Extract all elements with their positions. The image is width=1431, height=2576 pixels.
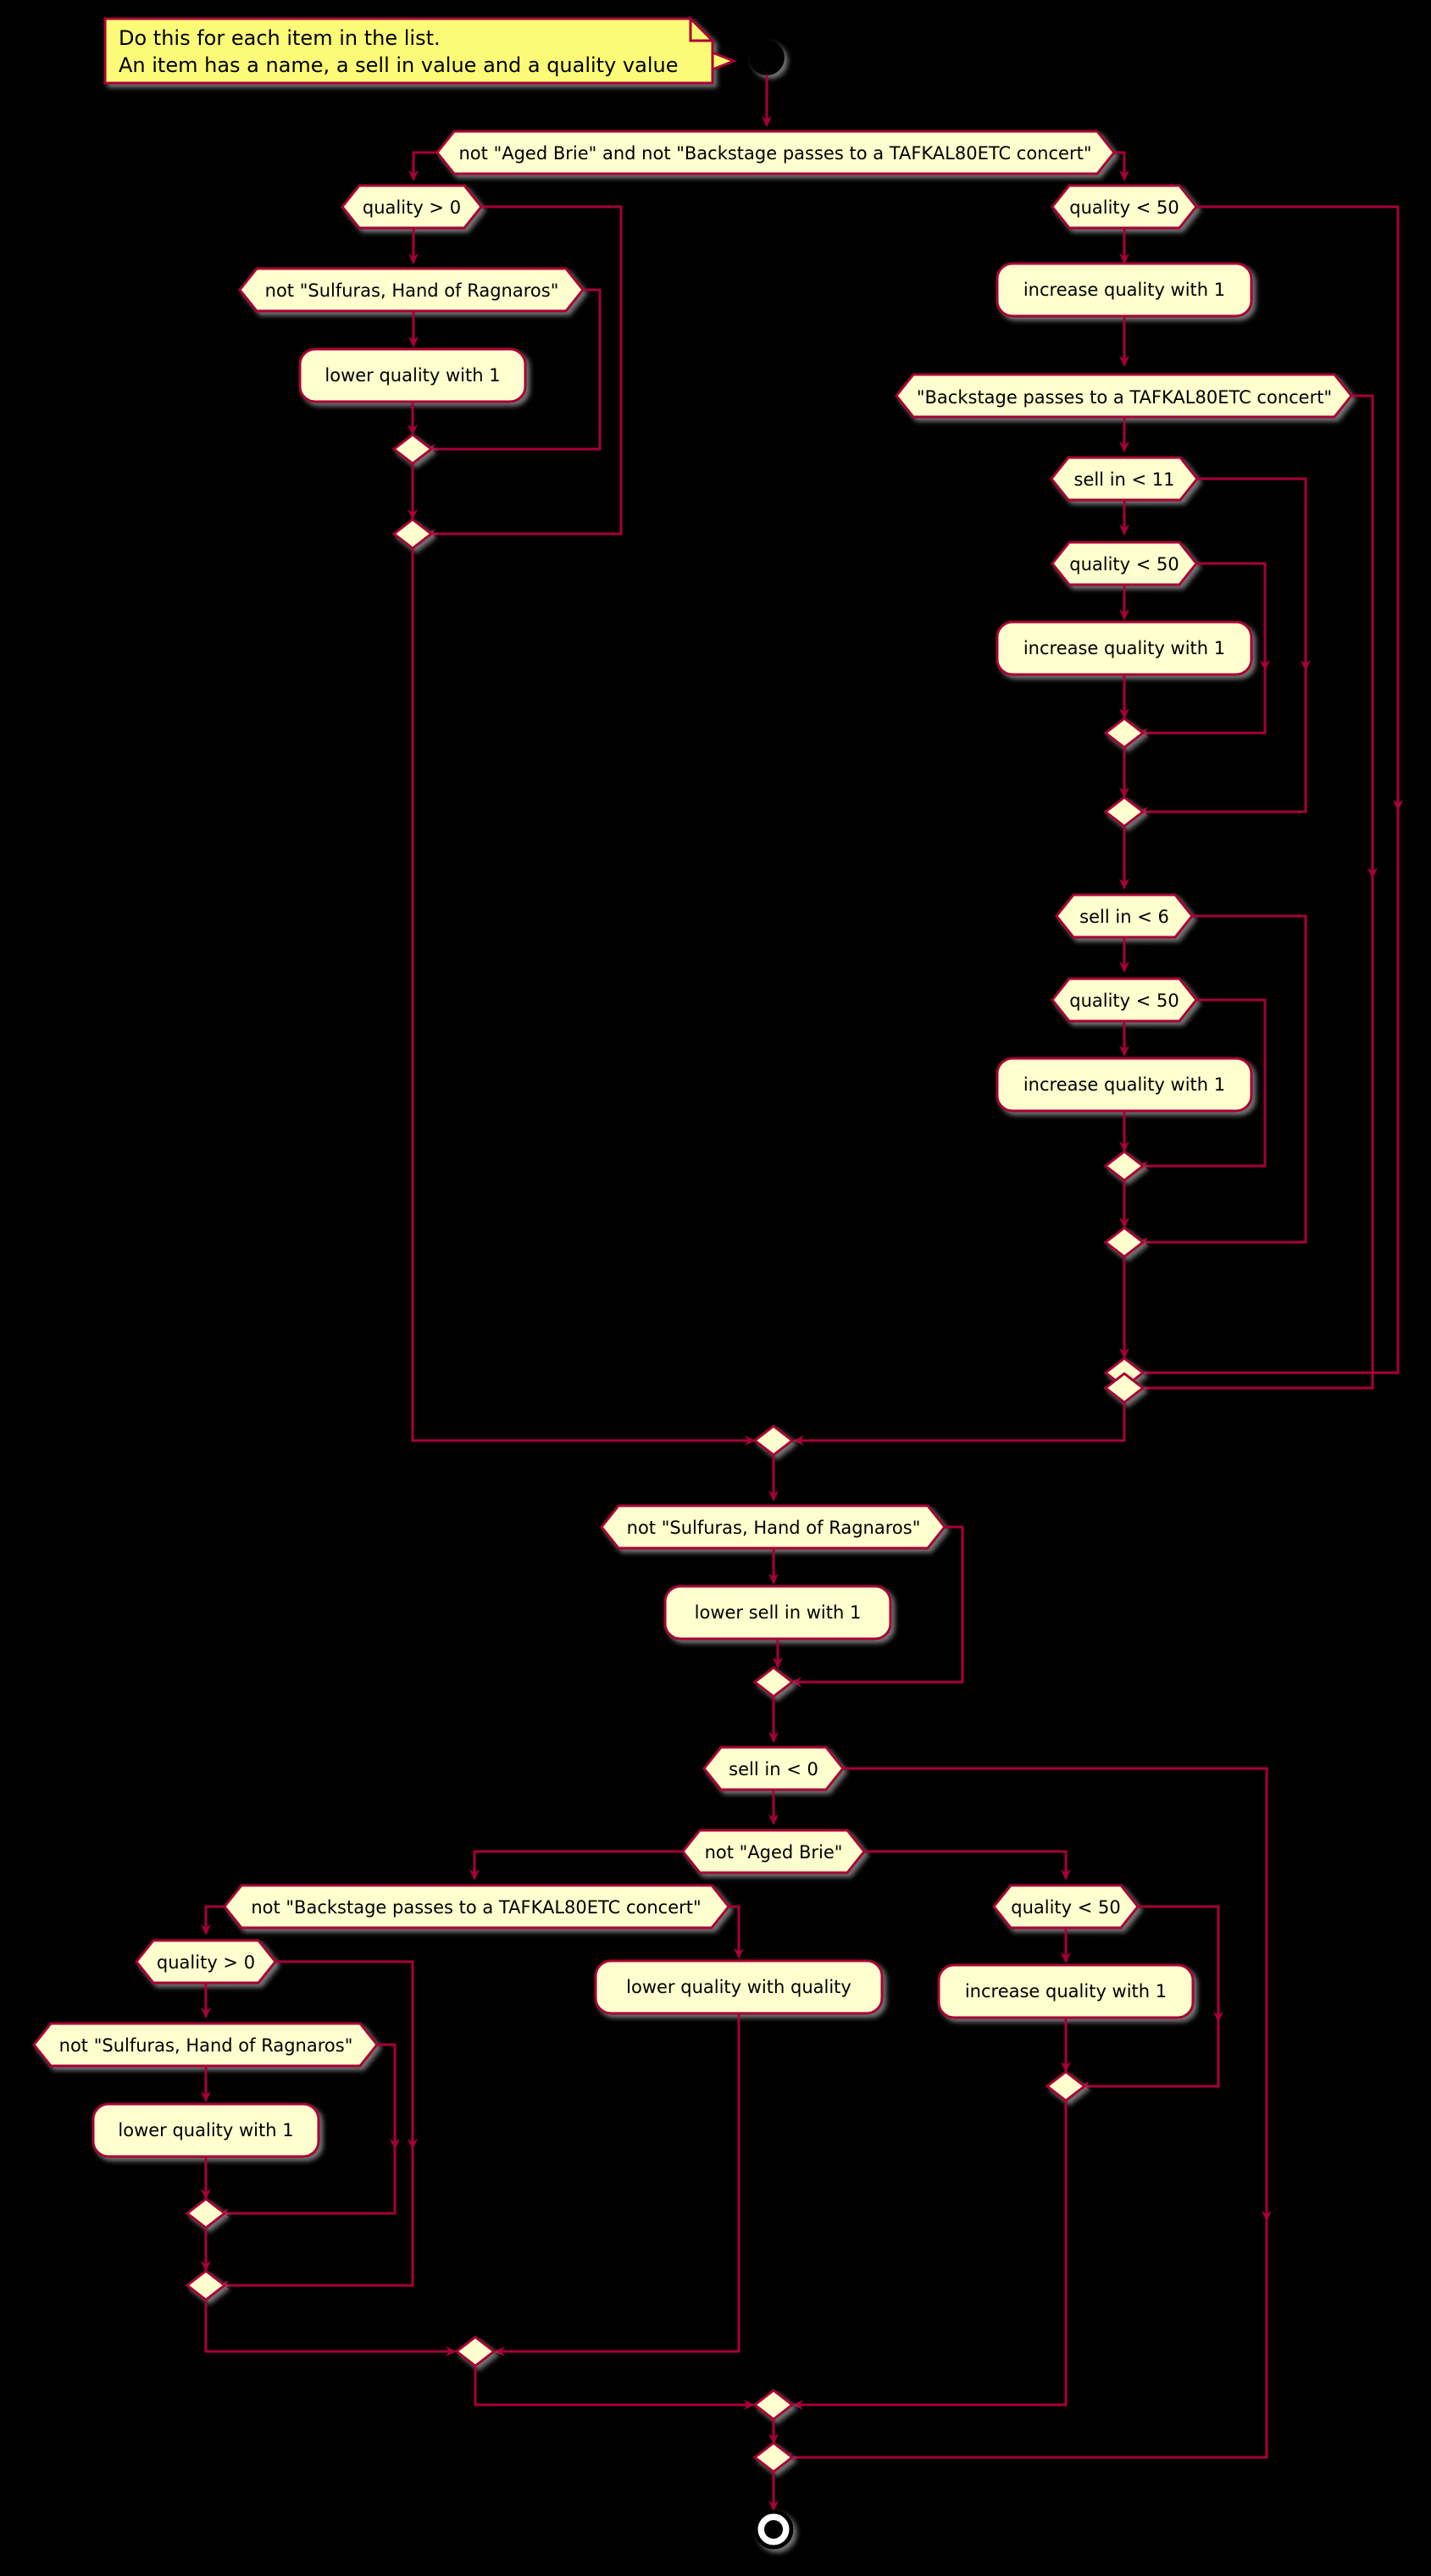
act-lower-sell-in-1-label: lower sell in with 1 bbox=[695, 1602, 862, 1623]
branch-label-yes-3: yes bbox=[1130, 232, 1152, 247]
cond-not-sulfuras-a bbox=[238, 267, 585, 313]
edge-sulfb-no bbox=[790, 1525, 964, 1687]
cond-not-aged-brie-label: not "Aged Brie" bbox=[705, 1842, 843, 1863]
cond-quality-lt50-c-label: quality < 50 bbox=[1069, 991, 1179, 1011]
act-lower-quality-1-b-label: lower quality with 1 bbox=[118, 2120, 293, 2140]
loop-note-line1: Do this for each item in the list. bbox=[119, 26, 441, 50]
cond-quality-lt50-b-label: quality < 50 bbox=[1069, 554, 1179, 575]
cond-not-aged-not-backstage-label: not "Aged Brie" and not "Backstage passe… bbox=[459, 143, 1092, 164]
edge-left-trunk-to-bigmerge bbox=[411, 548, 756, 1446]
edge-root-left bbox=[408, 151, 437, 181]
branch-label-yes-8: yes bbox=[1130, 1024, 1152, 1040]
cond-backstage-label: "Backstage passes to a TAFKAL80ETC conce… bbox=[917, 387, 1332, 408]
branch-label-yes-12: yes bbox=[212, 2070, 234, 2085]
cond-backstage bbox=[895, 373, 1353, 419]
act-increase-quality-1-b-label: increase quality with 1 bbox=[1023, 638, 1225, 658]
cond-quality-gt0-a-label: quality > 0 bbox=[363, 197, 461, 218]
cond-quality-lt50-a-label: quality < 50 bbox=[1069, 197, 1179, 218]
cond-quality-gt0-a bbox=[341, 184, 483, 230]
end-node bbox=[753, 2509, 794, 2550]
edge-mbm-down bbox=[474, 2366, 755, 2410]
cond-quality-lt50-c bbox=[1051, 977, 1198, 1023]
branch-label-yes-1: yes bbox=[418, 232, 440, 247]
note-anchor bbox=[711, 50, 738, 72]
edge-notbackstage-yes bbox=[201, 1905, 225, 1935]
edge-aged-brie-yes bbox=[469, 1850, 683, 1880]
act-increase-quality-1-a-label: increase quality with 1 bbox=[1023, 280, 1225, 300]
cond-sell-in-lt0 bbox=[702, 1746, 845, 1791]
edge-root-right bbox=[1114, 151, 1129, 181]
cond-not-sulfuras-b bbox=[600, 1504, 946, 1550]
act-lower-quality-1-a-label: lower quality with 1 bbox=[324, 365, 500, 386]
cond-quality-lt50-b bbox=[1051, 541, 1198, 586]
cond-not-sulfuras-b-label: not "Sulfuras, Hand of Ragnaros" bbox=[627, 1518, 921, 1538]
act-lower-quality-quality-label: lower quality with quality bbox=[626, 1977, 851, 1997]
edge-lqq-to-merge bbox=[494, 2013, 740, 2357]
cond-sell-in-lt11-label: sell in < 11 bbox=[1073, 469, 1174, 490]
edge-sulfa-no bbox=[424, 288, 602, 454]
cond-not-sulfuras-c bbox=[32, 2022, 379, 2068]
edge-qgt0a-no bbox=[424, 205, 623, 539]
cond-sell-in-lt6-label: sell in < 6 bbox=[1079, 907, 1169, 927]
act-increase-quality-1-c-label: increase quality with 1 bbox=[1023, 1074, 1225, 1095]
edge-aged-brie-no bbox=[864, 1850, 1071, 1880]
edge-notbackstage-no bbox=[729, 1905, 744, 1959]
start-node bbox=[749, 40, 785, 75]
cond-quality-gt0-b bbox=[135, 1939, 277, 1985]
cond-sell-in-lt0-label: sell in < 0 bbox=[729, 1759, 818, 1779]
cond-quality-lt50-d-label: quality < 50 bbox=[1011, 1897, 1121, 1918]
branch-label-yes-4: yes bbox=[1130, 422, 1152, 437]
branch-label-yes-6: yes bbox=[1130, 588, 1152, 603]
cond-quality-lt50-d bbox=[992, 1884, 1140, 1929]
branch-label-yes-13: yes bbox=[1072, 1931, 1094, 1946]
branch-label-yes-2: yes bbox=[418, 315, 440, 330]
cond-not-sulfuras-c-label: not "Sulfuras, Hand of Ragnaros" bbox=[59, 2035, 353, 2056]
branch-label-yes-10: yes bbox=[779, 1793, 801, 1808]
cond-not-sulfuras-a-label: not "Sulfuras, Hand of Ragnaros" bbox=[265, 280, 559, 301]
edge-si6-no bbox=[1137, 914, 1307, 1247]
cond-sell-in-lt6 bbox=[1055, 893, 1194, 939]
edge-mbr1-to-merge bbox=[792, 2101, 1068, 2410]
edge-si0-no bbox=[781, 1767, 1268, 2462]
branch-label-yes-7: yes bbox=[1130, 941, 1152, 956]
edge-right-trunk-to-bigmerge bbox=[793, 1402, 1126, 1446]
cond-sell-in-lt11 bbox=[1050, 456, 1199, 502]
branch-label-yes-9: yes bbox=[779, 1552, 801, 1568]
edge-ql50c-no bbox=[1137, 998, 1267, 1171]
edge-mbl2-to-merge bbox=[204, 2300, 457, 2357]
cond-not-backstage-label: not "Backstage passes to a TAFKAL80ETC c… bbox=[251, 1897, 701, 1918]
edge-backstage-no bbox=[1129, 394, 1374, 1393]
act-increase-quality-1-d-label: increase quality with 1 bbox=[965, 1981, 1167, 2001]
branch-label-yes-5: yes bbox=[1130, 503, 1152, 519]
cond-quality-gt0-b-label: quality > 0 bbox=[157, 1952, 255, 1973]
loop-note-line2: An item has a name, a sell in value and … bbox=[119, 53, 678, 77]
branch-label-yes-11: yes bbox=[212, 1986, 234, 2001]
cond-quality-lt50-a bbox=[1051, 184, 1198, 230]
